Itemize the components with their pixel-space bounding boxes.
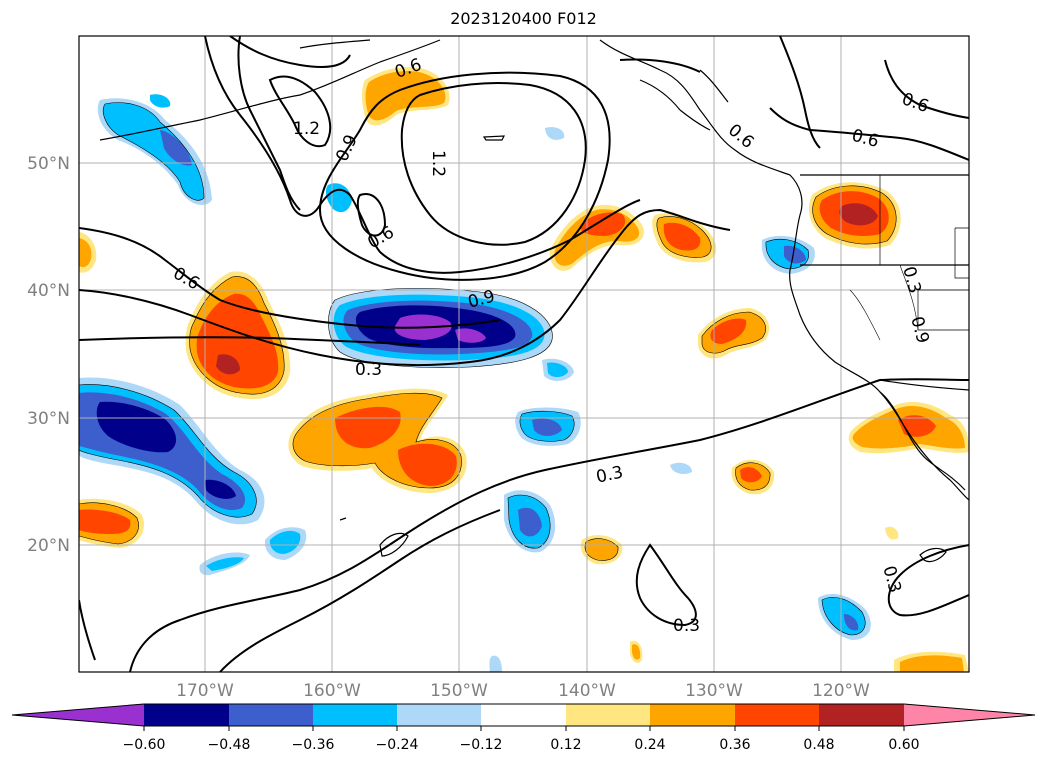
contour-label: 0.3 [355,360,382,380]
lat-label: 30°N [27,409,70,429]
colorbar-tick-label: −0.24 [376,737,419,753]
colorbar-tick-label: 0.36 [719,737,750,753]
map-title: 2023120400 F012 [450,9,597,28]
map-frame [78,35,970,673]
colorbar-segment [481,704,566,726]
lon-labels: 170°W 160°W 150°W 140°W 130°W 120°W [176,681,870,701]
colorbar-segment [12,704,144,726]
colorbar-tick-label: 0.48 [803,737,834,753]
colorbar-segment [313,704,397,726]
colorbar-tick-label: −0.48 [208,737,251,753]
lon-label: 160°W [303,681,361,701]
colorbar-tick-label: 0.24 [634,737,665,753]
lat-label: 20°N [27,536,70,556]
colorbar-segment [397,704,481,726]
colorbar-tick-label: −0.12 [460,737,503,753]
colorbar-ticks: −0.60 −0.48 −0.36 −0.24 −0.12 0.12 0.24 … [123,737,920,753]
lat-labels: 50°N 40°N 30°N 20°N [27,154,70,556]
colorbar-segment [650,704,735,726]
lon-label: 120°W [812,681,870,701]
colorbar-tick-label: 0.12 [550,737,581,753]
lat-label: 40°N [27,281,70,301]
colorbar-segment [904,704,1035,726]
lon-label: 150°W [430,681,488,701]
colorbar-tick-label: −0.60 [123,737,166,753]
colorbar-segment [229,704,313,726]
coastlines [99,39,969,563]
colorbar-tick-label: −0.36 [292,737,335,753]
colorbar-segment [566,704,650,726]
lon-label: 170°W [176,681,234,701]
colorbar [11,703,1036,731]
gridlines [79,36,969,672]
lat-label: 50°N [27,154,70,174]
contour-label: 0.3 [673,616,700,636]
contour-label: 1.2 [428,150,448,177]
colorbar-segment [819,704,904,726]
contour-label: 1.2 [293,119,320,139]
colorbar-segment [144,704,229,726]
colorbar-tick-label: 0.60 [888,737,919,753]
lon-label: 140°W [558,681,616,701]
lon-label: 130°W [685,681,743,701]
colorbar-segment [735,704,819,726]
isolines [79,36,969,672]
shading-blue [79,94,871,672]
